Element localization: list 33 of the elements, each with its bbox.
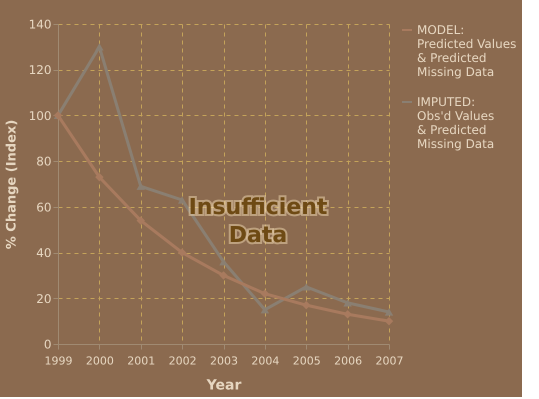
x-tick-label: 2006 (334, 354, 362, 368)
point (95, 172, 104, 182)
point (136, 216, 145, 225)
x-tick-label: 2005 (292, 354, 321, 368)
point (343, 299, 352, 306)
x-axis-title: Year (206, 378, 242, 394)
point (219, 271, 228, 280)
x-tick-label: 2001 (127, 354, 156, 368)
point (302, 283, 310, 290)
x-tick-label: 2003 (210, 354, 238, 368)
legend-label: MODEL: Predicted Values & Predicted Missing Data (417, 23, 516, 79)
y-tick-label: 20 (36, 292, 52, 306)
y-tick-label: 80 (36, 154, 52, 169)
y-tick-label: 140 (28, 18, 52, 32)
x-tick-label: 2007 (376, 354, 404, 368)
legend-label: IMPUTED: Obs'd Values & Predicted Missing Data (417, 95, 494, 151)
y-tick-label: 40 (36, 246, 52, 260)
y-tick-label: 60 (36, 200, 52, 214)
x-tick-label: 2004 (251, 354, 280, 368)
y-tick-label: 120 (28, 63, 52, 78)
point (384, 308, 394, 316)
x-tick-label: 1999 (44, 354, 72, 368)
y-tick-label: 0 (44, 338, 52, 352)
point (302, 300, 310, 310)
annotation: Insufficient Data (188, 195, 328, 248)
point (260, 306, 270, 314)
y-axis-title: % Change (Index) (4, 120, 20, 250)
point (95, 43, 104, 50)
point (178, 248, 186, 257)
x-tick-label: 2000 (86, 354, 114, 368)
x-tick-label: 2002 (168, 354, 197, 368)
point (178, 196, 186, 204)
y-tick-label: 100 (28, 108, 52, 123)
